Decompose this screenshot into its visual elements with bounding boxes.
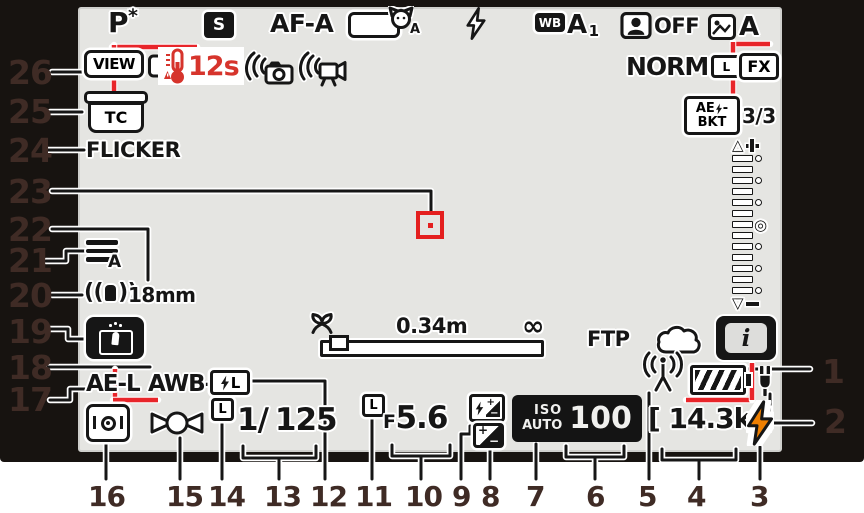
wireless-transmitter-icon <box>642 349 684 394</box>
callout-13: 13 <box>264 480 302 513</box>
portrait-impression-balance-indicator: OFF <box>620 12 700 39</box>
view-badge: VIEW <box>84 50 144 78</box>
callout-25: 25 <box>8 92 53 131</box>
callout-19: 19 <box>8 312 53 351</box>
callout-3: 3 <box>750 480 770 513</box>
aperture-lock-icon: L <box>362 394 385 417</box>
flash-icon <box>220 375 229 390</box>
callout-14: 14 <box>208 480 246 513</box>
aperture-indicator-icon <box>150 410 204 436</box>
iso-value: 100 <box>569 401 632 436</box>
callout-17: 17 <box>8 380 53 419</box>
callout-10: 10 <box>405 480 443 513</box>
callout-16: 16 <box>88 480 126 513</box>
temperature-warning-indicator: 12s <box>158 47 244 85</box>
flash-mode-icon <box>466 7 486 40</box>
callout-20: 20 <box>8 276 53 315</box>
ae-lock-indicator: AE-L <box>86 371 141 397</box>
iso-sensitivity-indicator: ISO AUTO 100 <box>512 395 642 442</box>
callout-6: 6 <box>586 480 606 513</box>
i-button[interactable]: i <box>716 316 776 360</box>
iso-label: ISO <box>533 403 563 419</box>
iso-auto-label: AUTO <box>522 417 563 433</box>
shutter-type-icon: S <box>204 12 234 38</box>
exposure-indicator-scale: △ ◎ ▽ <box>732 136 768 312</box>
bracketing-count: 3/3 <box>742 104 776 128</box>
shutter-speed-value: 1/125 <box>237 402 338 438</box>
battery-indicator <box>690 365 751 395</box>
callout-11: 11 <box>355 480 393 513</box>
camera-shake-photo-icon <box>244 49 294 85</box>
shutter-speed-lock-icon: L <box>211 398 234 421</box>
callout-15: 15 <box>166 480 204 513</box>
callout-4: 4 <box>687 480 707 513</box>
af-subject-label: A <box>410 22 420 37</box>
time-code-indicator: TC <box>84 91 148 133</box>
cloud-upload-icon <box>656 324 702 356</box>
power-connector-icon <box>758 366 772 396</box>
flash-icon <box>475 401 483 415</box>
flexible-program-indicator: * <box>128 5 138 27</box>
image-quality-indicator: NORM L <box>626 52 742 81</box>
macro-flower-icon <box>309 311 335 334</box>
flash-icon <box>715 103 722 115</box>
callout-12: 12 <box>310 480 348 513</box>
focus-mode-indicator: AF-A <box>270 9 334 38</box>
callout-1: 1 <box>822 352 845 391</box>
aperture-value: F 5.6 <box>383 400 448 436</box>
callout-23: 23 <box>8 172 53 211</box>
camera-shake-movie-icon <box>298 49 347 87</box>
metering-mode-icon <box>86 404 130 442</box>
exposure-mode-indicator: P* <box>108 5 138 39</box>
flash-ready-indicator <box>746 400 774 446</box>
portrait-icon <box>620 12 652 39</box>
callout-21: 21 <box>8 241 53 280</box>
callout-9: 9 <box>452 480 472 513</box>
flicker-detection-indicator: FLICKER <box>86 138 181 162</box>
picture-control-indicator: A <box>708 12 759 42</box>
flash-compensation-icon: + − <box>469 394 505 422</box>
focal-length-indicator: 18mm <box>128 283 196 307</box>
focus-distance-bar <box>320 335 544 357</box>
callout-24: 24 <box>8 131 53 170</box>
picture-control-icon <box>708 14 736 40</box>
menu-bank-label: A <box>108 252 121 272</box>
wb-icon: WB <box>535 13 565 32</box>
thermometer-warning-icon <box>164 48 184 84</box>
image-size-icon: L <box>711 55 742 78</box>
callout-7: 7 <box>526 480 546 513</box>
vibration-reduction-icon: (( )) <box>84 280 138 305</box>
callout-22: 22 <box>8 210 53 249</box>
exposure-compensation-icon: + − <box>473 423 504 448</box>
focus-point[interactable] <box>416 211 444 239</box>
callout-2: 2 <box>824 402 847 441</box>
callout-5: 5 <box>638 480 658 513</box>
touch-shooting-button[interactable] <box>86 317 144 359</box>
white-balance-indicator: WB A 1 <box>535 10 599 40</box>
focus-distance-marker <box>329 335 349 351</box>
focus-distance-value: 0.34m <box>396 314 468 338</box>
image-area-indicator: FX <box>739 53 779 80</box>
bracketing-indicator: AE - BKT <box>684 96 740 135</box>
ftp-connection-indicator: FTP <box>587 327 630 351</box>
shooting-menu-bank-icon: A <box>86 240 122 272</box>
af-area-mode-animal-icon: A <box>348 6 420 38</box>
temperature-countdown: 12s <box>188 50 240 82</box>
battery-terminal <box>746 374 751 386</box>
fv-lock-icon: L <box>210 370 250 395</box>
infinity-symbol: ∞ <box>522 311 545 342</box>
callout-26: 26 <box>8 53 53 92</box>
callout-8: 8 <box>481 480 501 513</box>
